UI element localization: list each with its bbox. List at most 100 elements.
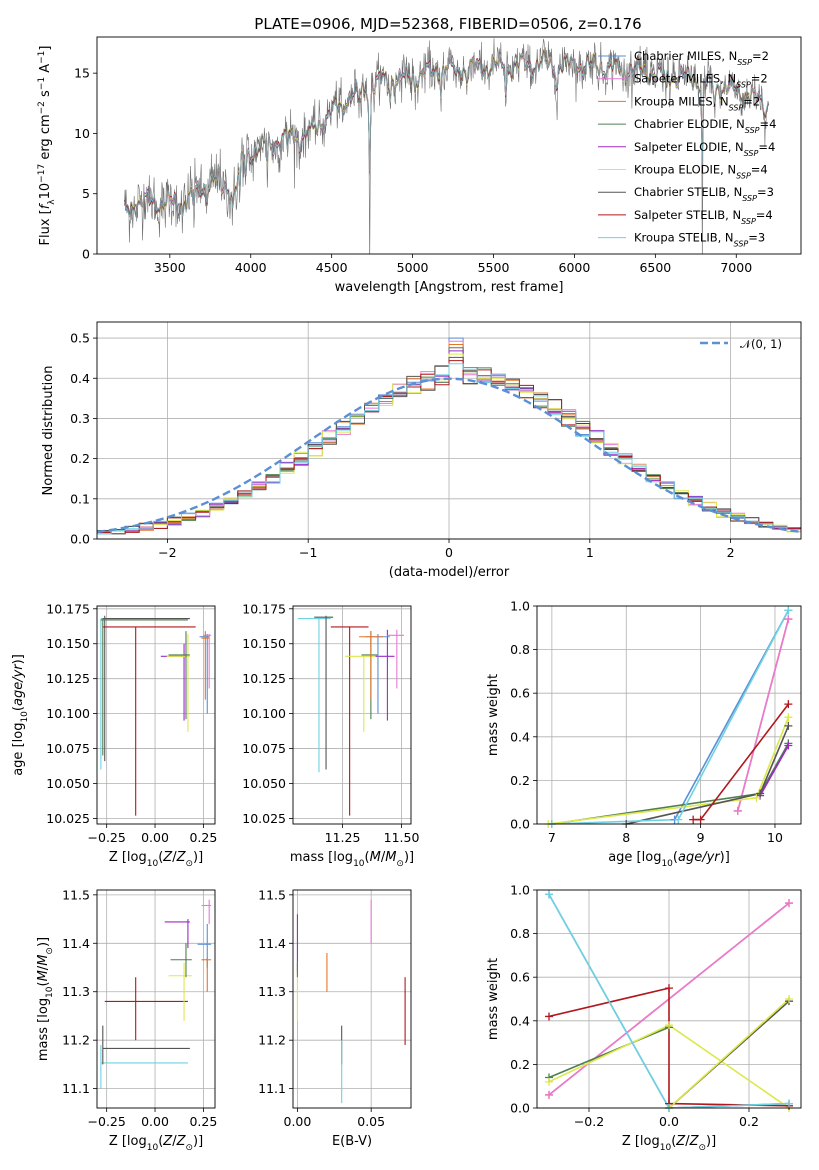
weight_vs_age-xlabel-part: age [log — [608, 850, 661, 865]
weight_vs_Z-ytick-label: 0.4 — [510, 1013, 530, 1028]
age_vs_Z-xlabel-part: ( — [158, 850, 163, 865]
weight_vs_age-series-8 — [551, 610, 790, 824]
age_vs_mass-ytick-label: 10.150 — [242, 636, 286, 651]
mass_vs_Z-ylabel-part: )] — [36, 937, 51, 947]
weight_vs_Z-marker — [545, 890, 553, 899]
weight_vs_age-ytick-label: 0.8 — [510, 642, 530, 657]
weight_vs_age-plot-area — [548, 610, 790, 824]
weight_vs_age-ytick-label: 0.2 — [510, 773, 530, 788]
normal-curve — [97, 377, 801, 534]
weight_vs_age-series-4 — [759, 745, 790, 797]
weight_vs_Z-xlabel-part: Z — [689, 1134, 700, 1149]
spectrum-ylabel-part: −1 — [37, 77, 47, 90]
weight_vs_Z-series-8 — [548, 894, 790, 1108]
weight_vs_age-ytick-label: 1.0 — [510, 599, 530, 614]
weight_vs_age-xlabel: age [log10(age/yr)] — [608, 850, 730, 869]
age_vs_Z-plot-area — [100, 615, 212, 816]
age_vs_Z-ytick-label: 10.025 — [46, 811, 90, 826]
age_vs_Z-xlabel-part: Z [log — [109, 850, 147, 865]
age_vs_mass-xlabel-part: )] — [404, 850, 414, 865]
age_vs_Z-ytick-label: 10.050 — [46, 776, 90, 791]
legend-entry-8: Kroupa STELIB, NSSP=3 — [634, 231, 765, 249]
legend-suffix: =4 — [760, 117, 777, 131]
legend-sub: SSP — [745, 126, 760, 135]
mass_vs_Z-ytick-label: 11.2 — [62, 1033, 90, 1048]
spectrum-xtick-label: 6000 — [559, 260, 591, 275]
weight_vs_Z-marker — [785, 899, 793, 908]
weight_vs_Z-series-5 — [548, 987, 790, 1107]
mass_vs_Z-ytick-label: 11.1 — [62, 1081, 90, 1096]
legend-label: Kroupa MILES, N — [634, 94, 729, 108]
weight_vs_age-marker — [689, 815, 698, 824]
weight_vs_Z-ytick-label: 0.6 — [510, 970, 530, 985]
mass_vs_Z-ytick-label: 11.5 — [62, 887, 90, 902]
spectrum-xlabel: wavelength [Angstrom, rest frame] — [335, 280, 564, 295]
age_vs_Z-ylabel-part: )] — [11, 654, 26, 664]
age_vs_mass-ytick-label: 10.075 — [242, 741, 286, 756]
age_vs_Z-xlabel: Z [log10(Z/Z⊙)] — [109, 850, 203, 869]
spectrum-xlabel-part: wavelength [Angstrom, rest frame] — [335, 280, 564, 295]
weight_vs_Z-xlabel-part: Z — [675, 1134, 686, 1149]
mass_vs_ebv-panel: 0.00 0.05 11.1 11.2 11.3 11.4 11.5 E(B-V) — [258, 887, 412, 1149]
mass_vs_Z-xlabel-part: Z [log — [109, 1134, 147, 1149]
mass_vs_Z-xtick-label: −0.25 — [88, 1114, 126, 1129]
legend-label: Chabrier ELODIE, N — [634, 117, 745, 131]
mass_vs_Z-frame — [96, 889, 216, 1109]
mass_vs_ebv-plot-area — [296, 899, 406, 1104]
age_vs_mass-xlabel-part: mass [log — [290, 850, 353, 865]
weight_vs_age-marker — [696, 815, 705, 824]
weight_vs_Z-marker — [665, 1021, 673, 1030]
spectrum-ytick-label: 15 — [74, 66, 90, 81]
mass_vs_Z-xlabel-part: ⊙ — [185, 1143, 193, 1153]
legend-label: Kroupa ELODIE, N — [634, 163, 736, 177]
weight_vs_Z-ytick-label: 0.0 — [510, 1101, 530, 1116]
legend-sub: SSP — [741, 216, 756, 225]
weight_vs_age-marker — [784, 741, 793, 750]
residuals-ytick-label: 0.5 — [70, 331, 90, 346]
age_vs_mass-xlabel-part: ( — [365, 850, 370, 865]
weight_vs_age-series-2 — [737, 618, 790, 812]
legend-suffix: =3 — [748, 231, 765, 245]
weight_vs_Z-xlabel-part: )] — [706, 1134, 716, 1149]
mass_vs_Z-ylabel-part: M — [36, 970, 51, 981]
age_vs_Z-xlabel-part: 10 — [147, 859, 159, 869]
spectrum-ylabel-part: λ — [47, 199, 57, 205]
legend-label: Salpeter STELIB, N — [634, 208, 741, 222]
mass_vs_Z-ylabel-part: 10 — [45, 986, 55, 998]
weight_vs_Z-marker — [545, 1090, 553, 1099]
legend-sub: SSP — [734, 239, 749, 248]
age_vs_Z-ytick-label: 10.125 — [46, 671, 90, 686]
mass_vs_Z-ytick-label: 11.3 — [62, 984, 90, 999]
residuals-xtick-label: 0 — [445, 545, 453, 560]
residuals-ytick-label: 0.3 — [70, 411, 90, 426]
legend-suffix: =2 — [751, 72, 768, 86]
weight_vs_age-xlabel-part: ( — [673, 850, 678, 865]
residuals-xtick-label: 2 — [727, 545, 735, 560]
age_vs_Z-xtick-label: −0.25 — [88, 830, 126, 845]
mass_vs_ebv-xlabel-part: E(B-V) — [332, 1134, 372, 1149]
age_vs_Z-ylabel-part: age [log — [11, 723, 26, 776]
age_vs_Z-ylabel-part: age/yr — [11, 663, 26, 706]
legend-label: Kroupa STELIB, N — [634, 231, 734, 245]
residuals-plot-area — [97, 337, 801, 535]
legend-sub: SSP — [737, 58, 752, 67]
age_vs_mass-plot-area — [297, 615, 404, 816]
age_vs_Z-ytick-label: 10.100 — [46, 706, 90, 721]
weight_vs_age-ytick-label: 0.0 — [510, 817, 530, 832]
weight_vs_age-marker — [784, 606, 793, 615]
age_vs_Z-xtick-label: 0.25 — [189, 830, 217, 845]
mass_vs_Z-xlabel: Z [log10(Z/Z⊙)] — [109, 1134, 203, 1153]
legend-suffix: =2 — [752, 49, 769, 63]
weight_vs_age-marker — [756, 789, 765, 798]
age_vs_Z-panel: −0.25 0.00 0.25 10.025 10.050 10.075 10.100 10.… — [11, 601, 217, 869]
age_vs_mass-xtick-label: 11.25 — [325, 830, 361, 845]
mass_vs_ebv-ytick-label: 11.3 — [258, 984, 286, 999]
weight_vs_Z-ytick-label: 1.0 — [510, 883, 530, 898]
weight_vs_Z-ylabel-part: mass weight — [486, 958, 501, 1040]
legend-label: Chabrier STELIB, N — [634, 185, 742, 199]
age_vs_mass-ytick-label: 10.125 — [242, 671, 286, 686]
weight_vs_Z-marker — [545, 1077, 553, 1086]
weight_vs_Z-xlabel-part: 10 — [660, 1143, 672, 1153]
legend-sub: SSP — [742, 194, 757, 203]
